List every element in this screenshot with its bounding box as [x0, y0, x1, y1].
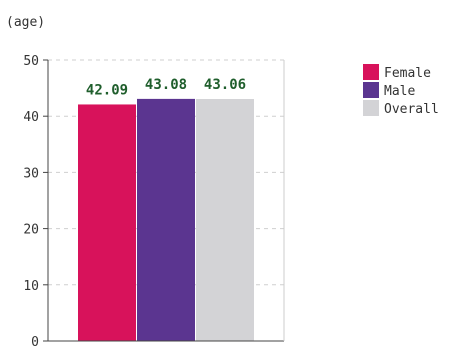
data-labels: 42.09 43.08 43.06 — [86, 77, 246, 99]
legend-label-overall: Overall — [384, 102, 439, 117]
bar-female — [78, 104, 136, 342]
y-tick-label: 30 — [23, 166, 39, 181]
data-label-overall: 43.06 — [204, 77, 246, 93]
bar-male — [137, 98, 195, 341]
legend-swatch-overall — [363, 100, 379, 116]
y-unit-label: (age) — [6, 15, 45, 30]
legend-swatch-male — [363, 82, 379, 98]
legend-label-female: Female — [384, 66, 431, 81]
y-tick-label: 50 — [23, 54, 39, 69]
legend: Female Male Overall — [363, 64, 439, 117]
y-tick-label: 0 — [31, 335, 39, 347]
bar-overall — [196, 99, 254, 341]
legend-swatch-female — [363, 64, 379, 80]
data-label-female: 42.09 — [86, 82, 128, 98]
y-tick-label: 40 — [23, 110, 39, 125]
y-tick-label: 10 — [23, 279, 39, 294]
bars — [78, 98, 254, 342]
legend-label-male: Male — [384, 84, 415, 99]
y-tick-label: 20 — [23, 223, 39, 238]
y-axis-ticks: 0 10 20 30 40 50 — [23, 54, 48, 347]
data-label-male: 43.08 — [145, 77, 187, 93]
